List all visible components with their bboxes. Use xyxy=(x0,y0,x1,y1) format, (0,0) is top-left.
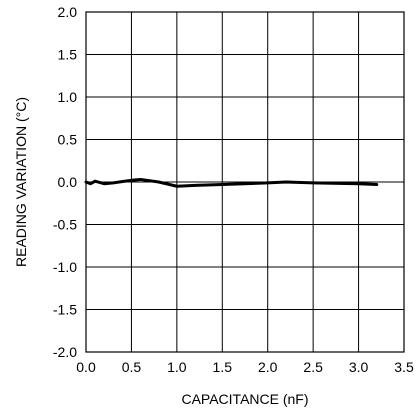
y-tick-label: -2.0 xyxy=(53,344,77,360)
y-tick-label: 1.0 xyxy=(58,89,78,105)
x-axis-title: CAPACITANCE (nF) xyxy=(181,391,308,407)
series-layer xyxy=(84,177,379,188)
grid xyxy=(85,11,405,353)
x-tick-label: 1.0 xyxy=(167,359,187,375)
y-tick-label: 1.5 xyxy=(58,47,78,63)
x-tick-label: 3.5 xyxy=(394,359,414,375)
x-tick-label: 0.5 xyxy=(122,359,142,375)
x-tick-label: 0.0 xyxy=(76,359,96,375)
y-tick-label: -0.5 xyxy=(53,217,77,233)
x-tick-label: 3.0 xyxy=(349,359,369,375)
x-axis-tick-labels: 0.0 0.5 1.0 1.5 2.0 2.5 3.0 3.5 xyxy=(76,359,414,375)
x-tick-label: 1.5 xyxy=(213,359,233,375)
x-tick-label: 2.0 xyxy=(258,359,278,375)
y-axis-tick-labels: 2.0 1.5 1.0 0.5 0.0 -0.5 -1.0 -1.5 -2.0 xyxy=(53,4,77,360)
y-tick-label: 2.0 xyxy=(58,4,78,20)
y-tick-label: 0.0 xyxy=(58,174,78,190)
y-tick-label: -1.5 xyxy=(53,302,77,318)
y-tick-label: 0.5 xyxy=(58,132,78,148)
y-tick-label: -1.0 xyxy=(53,259,77,275)
x-tick-label: 2.5 xyxy=(303,359,323,375)
y-axis-title: READING VARIATION (°C) xyxy=(13,97,29,267)
series-line xyxy=(84,177,379,188)
